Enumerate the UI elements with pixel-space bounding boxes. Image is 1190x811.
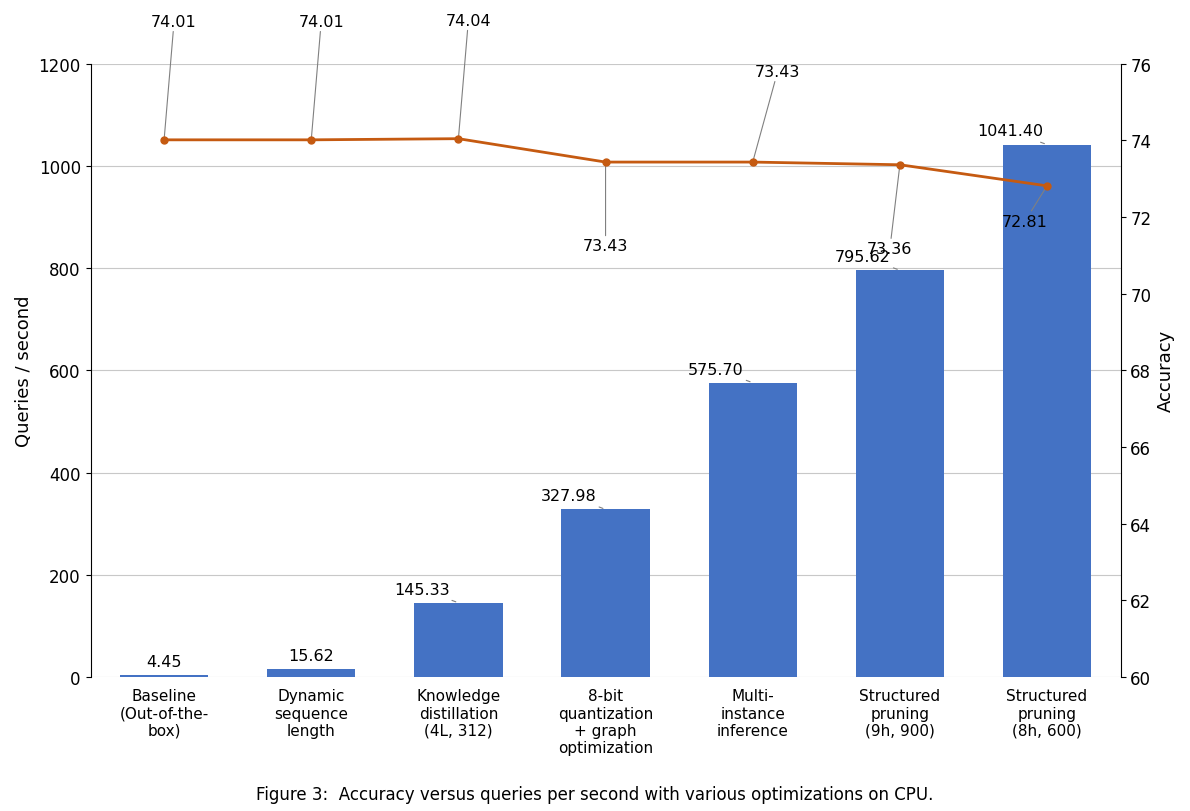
Text: 74.01: 74.01	[299, 15, 344, 140]
Y-axis label: Accuracy: Accuracy	[1157, 330, 1175, 412]
Text: 795.62: 795.62	[835, 250, 897, 270]
Bar	[708, 384, 797, 677]
Text: 73.36: 73.36	[868, 165, 913, 257]
Bar	[856, 271, 944, 677]
Bar	[120, 675, 208, 677]
Text: 73.43: 73.43	[753, 65, 801, 163]
Text: 327.98: 327.98	[541, 489, 603, 508]
Y-axis label: Queries / second: Queries / second	[15, 295, 33, 447]
Text: 74.04: 74.04	[445, 14, 491, 139]
Text: 1041.40: 1041.40	[977, 124, 1045, 144]
Bar	[562, 510, 650, 677]
Bar	[267, 669, 356, 677]
Bar	[414, 603, 502, 677]
Text: Figure 3:  Accuracy versus queries per second with various optimizations on CPU.: Figure 3: Accuracy versus queries per se…	[256, 785, 934, 803]
Text: 73.43: 73.43	[583, 163, 628, 254]
Text: 575.70: 575.70	[688, 363, 750, 382]
Text: 15.62: 15.62	[288, 648, 334, 663]
Text: 145.33: 145.33	[394, 582, 456, 602]
Text: 4.45: 4.45	[146, 654, 182, 669]
Text: 72.81: 72.81	[1002, 187, 1048, 230]
Text: 74.01: 74.01	[151, 15, 198, 140]
Bar	[1003, 145, 1091, 677]
